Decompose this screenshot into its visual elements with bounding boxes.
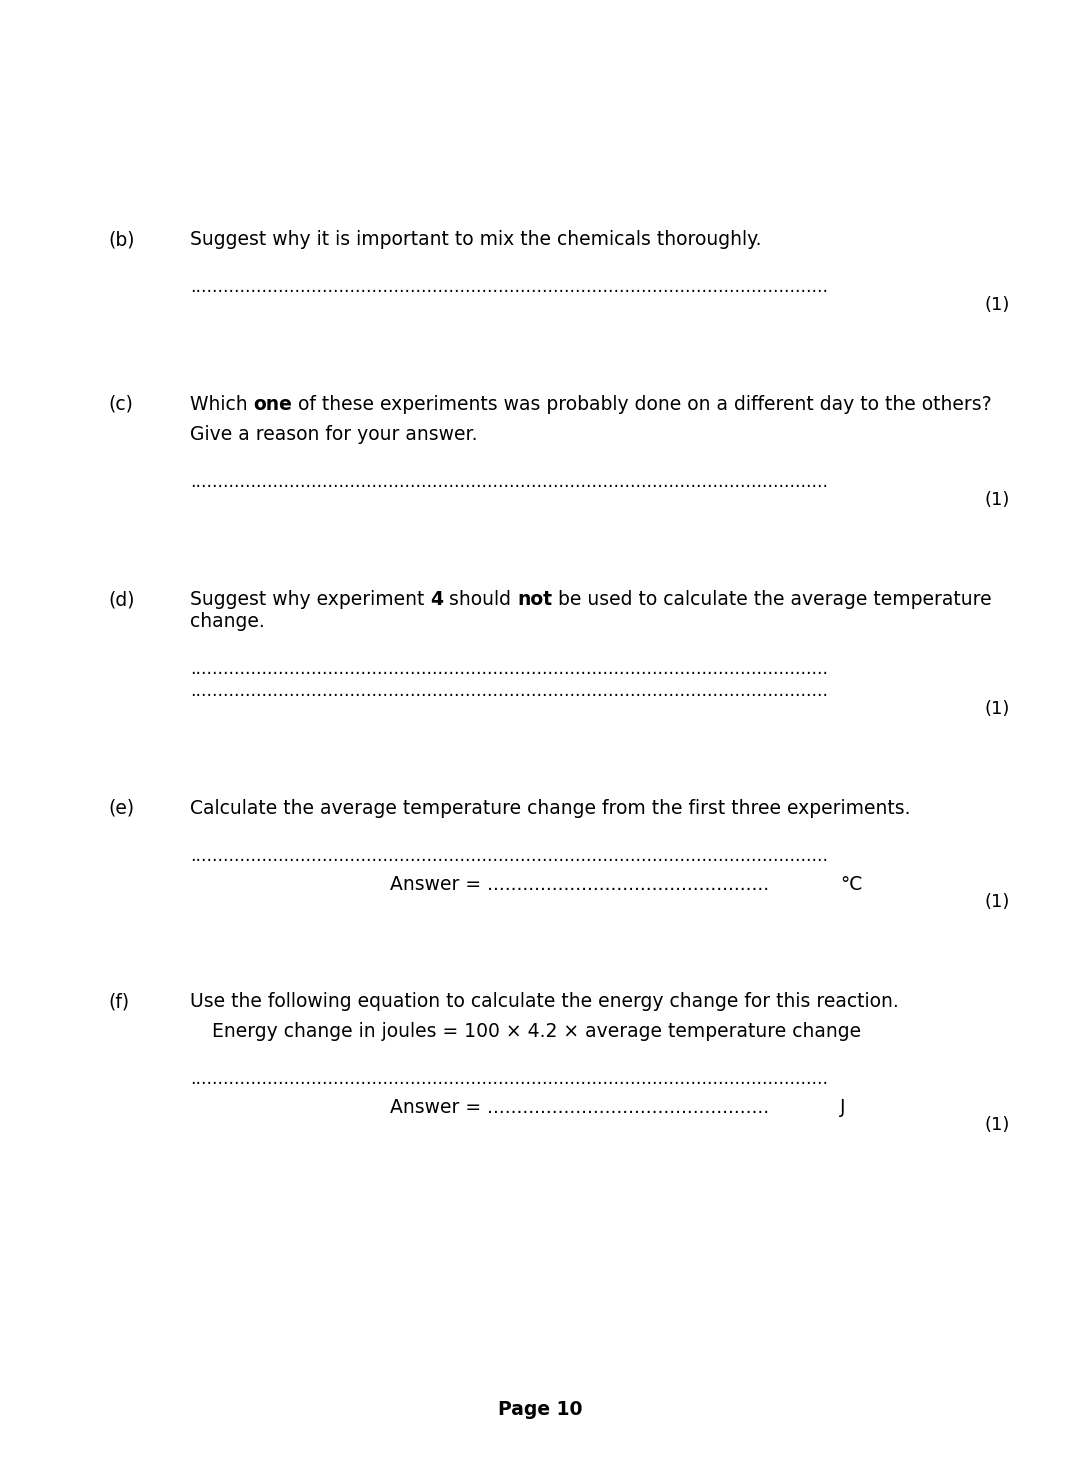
Text: (b): (b) — [108, 230, 135, 249]
Text: (f): (f) — [108, 993, 130, 1010]
Text: should: should — [444, 590, 517, 609]
Text: change.: change. — [190, 612, 265, 631]
Text: (e): (e) — [108, 799, 134, 819]
Text: (1): (1) — [985, 491, 1010, 509]
Text: Use the following equation to calculate the energy change for this reaction.: Use the following equation to calculate … — [190, 993, 899, 1010]
Text: (c): (c) — [108, 395, 133, 414]
Text: (1): (1) — [985, 296, 1010, 314]
Text: Answer = ................................................: Answer = ...............................… — [390, 1097, 769, 1117]
Text: Suggest why it is important to mix the chemicals thoroughly.: Suggest why it is important to mix the c… — [190, 230, 761, 249]
Text: one: one — [254, 395, 293, 414]
Text: Suggest why experiment: Suggest why experiment — [190, 590, 430, 609]
Text: Calculate the average temperature change from the first three experiments.: Calculate the average temperature change… — [190, 799, 910, 819]
Text: (1): (1) — [985, 701, 1010, 718]
Text: J: J — [840, 1097, 846, 1117]
Text: 4: 4 — [430, 590, 444, 609]
Text: ................................................................................: ........................................… — [190, 473, 828, 491]
Text: of these experiments was probably done on a different day to the others?: of these experiments was probably done o… — [293, 395, 993, 414]
Text: ................................................................................: ........................................… — [190, 277, 828, 296]
Text: ................................................................................: ........................................… — [190, 847, 828, 864]
Text: not: not — [517, 590, 552, 609]
Text: ................................................................................: ........................................… — [190, 681, 828, 701]
Text: Give a reason for your answer.: Give a reason for your answer. — [190, 425, 477, 444]
Text: (1): (1) — [985, 892, 1010, 912]
Text: Answer = ................................................: Answer = ...............................… — [390, 875, 769, 894]
Text: Which: Which — [190, 395, 254, 414]
Text: ................................................................................: ........................................… — [190, 659, 828, 679]
Text: (d): (d) — [108, 590, 135, 609]
Text: (1): (1) — [985, 1117, 1010, 1134]
Text: be used to calculate the average temperature: be used to calculate the average tempera… — [552, 590, 993, 609]
Text: Energy change in joules = 100 × 4.2 × average temperature change: Energy change in joules = 100 × 4.2 × av… — [212, 1022, 861, 1041]
Text: ................................................................................: ........................................… — [190, 1069, 828, 1089]
Text: °C: °C — [840, 875, 862, 894]
Text: Page 10: Page 10 — [498, 1400, 582, 1419]
